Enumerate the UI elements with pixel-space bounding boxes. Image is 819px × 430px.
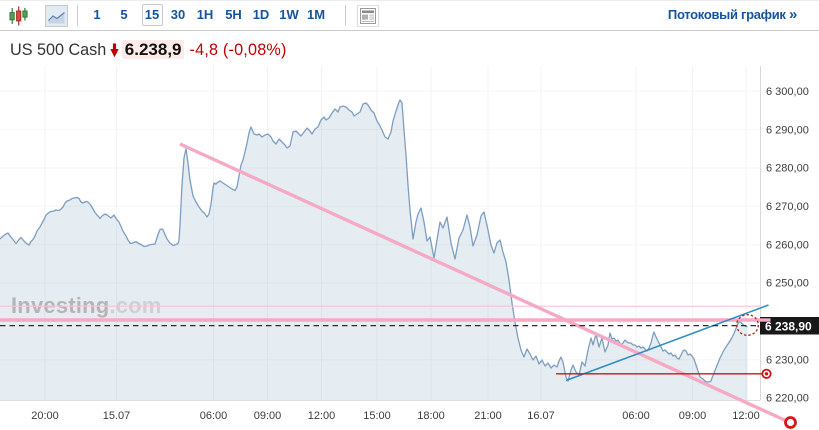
svg-text:6 250,00: 6 250,00 [766,278,809,290]
svg-text:6 238,90: 6 238,90 [765,320,812,334]
svg-text:6 270,00: 6 270,00 [766,201,809,213]
svg-text:6 280,00: 6 280,00 [766,163,809,175]
svg-text:6 260,00: 6 260,00 [766,239,809,251]
svg-text:16.07: 16.07 [527,410,555,422]
svg-text:09:00: 09:00 [254,410,282,422]
svg-text:15.07: 15.07 [103,410,131,422]
svg-text:06:00: 06:00 [622,410,650,422]
svg-text:6 290,00: 6 290,00 [766,124,809,136]
svg-text:12:00: 12:00 [732,410,760,422]
svg-text:21:00: 21:00 [474,410,502,422]
svg-text:20:00: 20:00 [31,410,59,422]
svg-text:6 230,00: 6 230,00 [766,354,809,366]
svg-text:12:00: 12:00 [308,410,336,422]
svg-text:Investing.com: Investing.com [11,293,162,318]
svg-text:09:00: 09:00 [679,410,707,422]
svg-text:6 300,00: 6 300,00 [766,86,809,98]
svg-text:06:00: 06:00 [200,410,228,422]
svg-text:18:00: 18:00 [417,410,445,422]
svg-text:15:00: 15:00 [363,410,391,422]
svg-text:6 220,00: 6 220,00 [766,393,809,405]
